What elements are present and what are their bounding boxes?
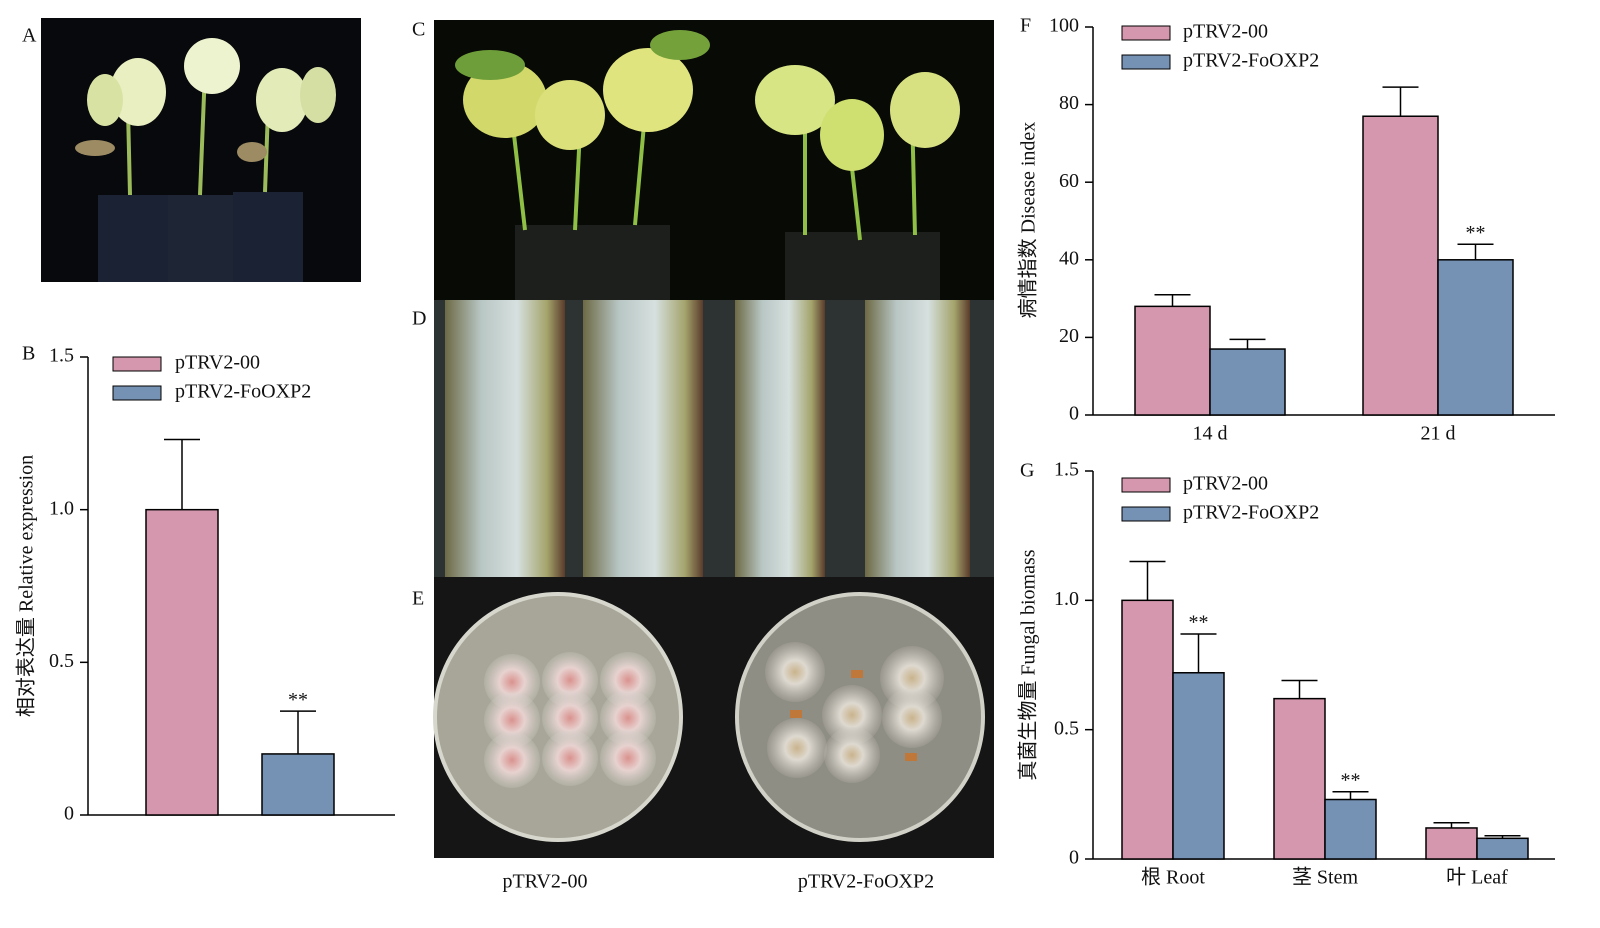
legend-label: pTRV2-FoOXP2 <box>175 381 311 403</box>
panel-label: E <box>412 588 424 610</box>
y-tick-label: 0.5 <box>49 650 74 672</box>
significance: ** <box>1466 222 1486 244</box>
y-axis-label: 病情指数 Disease index <box>1017 122 1040 319</box>
photo-d <box>434 300 994 577</box>
significance: ** <box>1341 769 1361 791</box>
y-tick-label: 40 <box>1059 247 1079 269</box>
legend-swatch <box>1121 25 1171 41</box>
photo-c <box>434 20 994 300</box>
photo-caption: pTRV2-00 <box>502 871 587 893</box>
legend-swatch <box>1121 506 1171 522</box>
y-tick-label: 1.5 <box>49 345 74 367</box>
panel-label: G <box>1020 460 1034 482</box>
panel-label: D <box>412 308 426 330</box>
panel-label: A <box>22 25 37 47</box>
bar <box>1437 259 1514 416</box>
bar <box>145 508 219 816</box>
y-tick-label: 0 <box>1069 847 1079 869</box>
bar <box>1425 827 1478 860</box>
legend-label: pTRV2-00 <box>1183 21 1268 43</box>
x-tick-label: 21 d <box>1421 423 1456 445</box>
bar <box>1134 305 1211 416</box>
photo-e <box>433 577 994 858</box>
x-tick-label: 茎 Stem <box>1292 866 1359 889</box>
y-axis-label: 真菌生物量 Fungal biomass <box>1017 549 1040 780</box>
legend-swatch <box>112 356 162 372</box>
bar <box>1121 599 1174 860</box>
x-tick-label: 14 d <box>1193 423 1228 445</box>
photo-a <box>41 18 361 282</box>
y-tick-label: 20 <box>1059 325 1079 347</box>
significance: ** <box>1189 612 1209 634</box>
photo-caption: pTRV2-FoOXP2 <box>798 871 934 893</box>
legend-label: pTRV2-00 <box>1183 473 1268 495</box>
panel-label: F <box>1020 15 1031 37</box>
x-tick-label: 根 Root <box>1141 866 1205 889</box>
y-tick-label: 60 <box>1059 170 1079 192</box>
legend-label: pTRV2-FoOXP2 <box>1183 50 1319 72</box>
x-tick-label: 叶 Leaf <box>1446 866 1508 889</box>
bar <box>1362 115 1439 416</box>
bar <box>1324 798 1377 860</box>
bar <box>1172 672 1225 860</box>
panel-label: C <box>412 19 425 41</box>
y-tick-label: 0 <box>1069 403 1079 425</box>
bar <box>1209 348 1286 416</box>
y-tick-label: 100 <box>1049 15 1079 37</box>
y-tick-label: 1.0 <box>49 497 74 519</box>
y-axis-label: 相对表达量 Relative expression <box>15 455 38 717</box>
y-tick-label: 0 <box>64 803 74 825</box>
legend-swatch <box>1121 54 1171 70</box>
legend-swatch <box>1121 477 1171 493</box>
y-tick-label: 1.5 <box>1054 459 1079 481</box>
bar <box>1476 837 1529 860</box>
legend-swatch <box>112 385 162 401</box>
y-tick-label: 80 <box>1059 92 1079 114</box>
legend-label: pTRV2-FoOXP2 <box>1183 502 1319 524</box>
legend-label: pTRV2-00 <box>175 352 260 374</box>
bar <box>261 753 335 816</box>
y-tick-label: 1.0 <box>1054 588 1079 610</box>
significance: ** <box>288 689 308 711</box>
bar <box>1273 697 1326 860</box>
y-tick-label: 0.5 <box>1054 717 1079 739</box>
panel-label: B <box>22 343 35 365</box>
